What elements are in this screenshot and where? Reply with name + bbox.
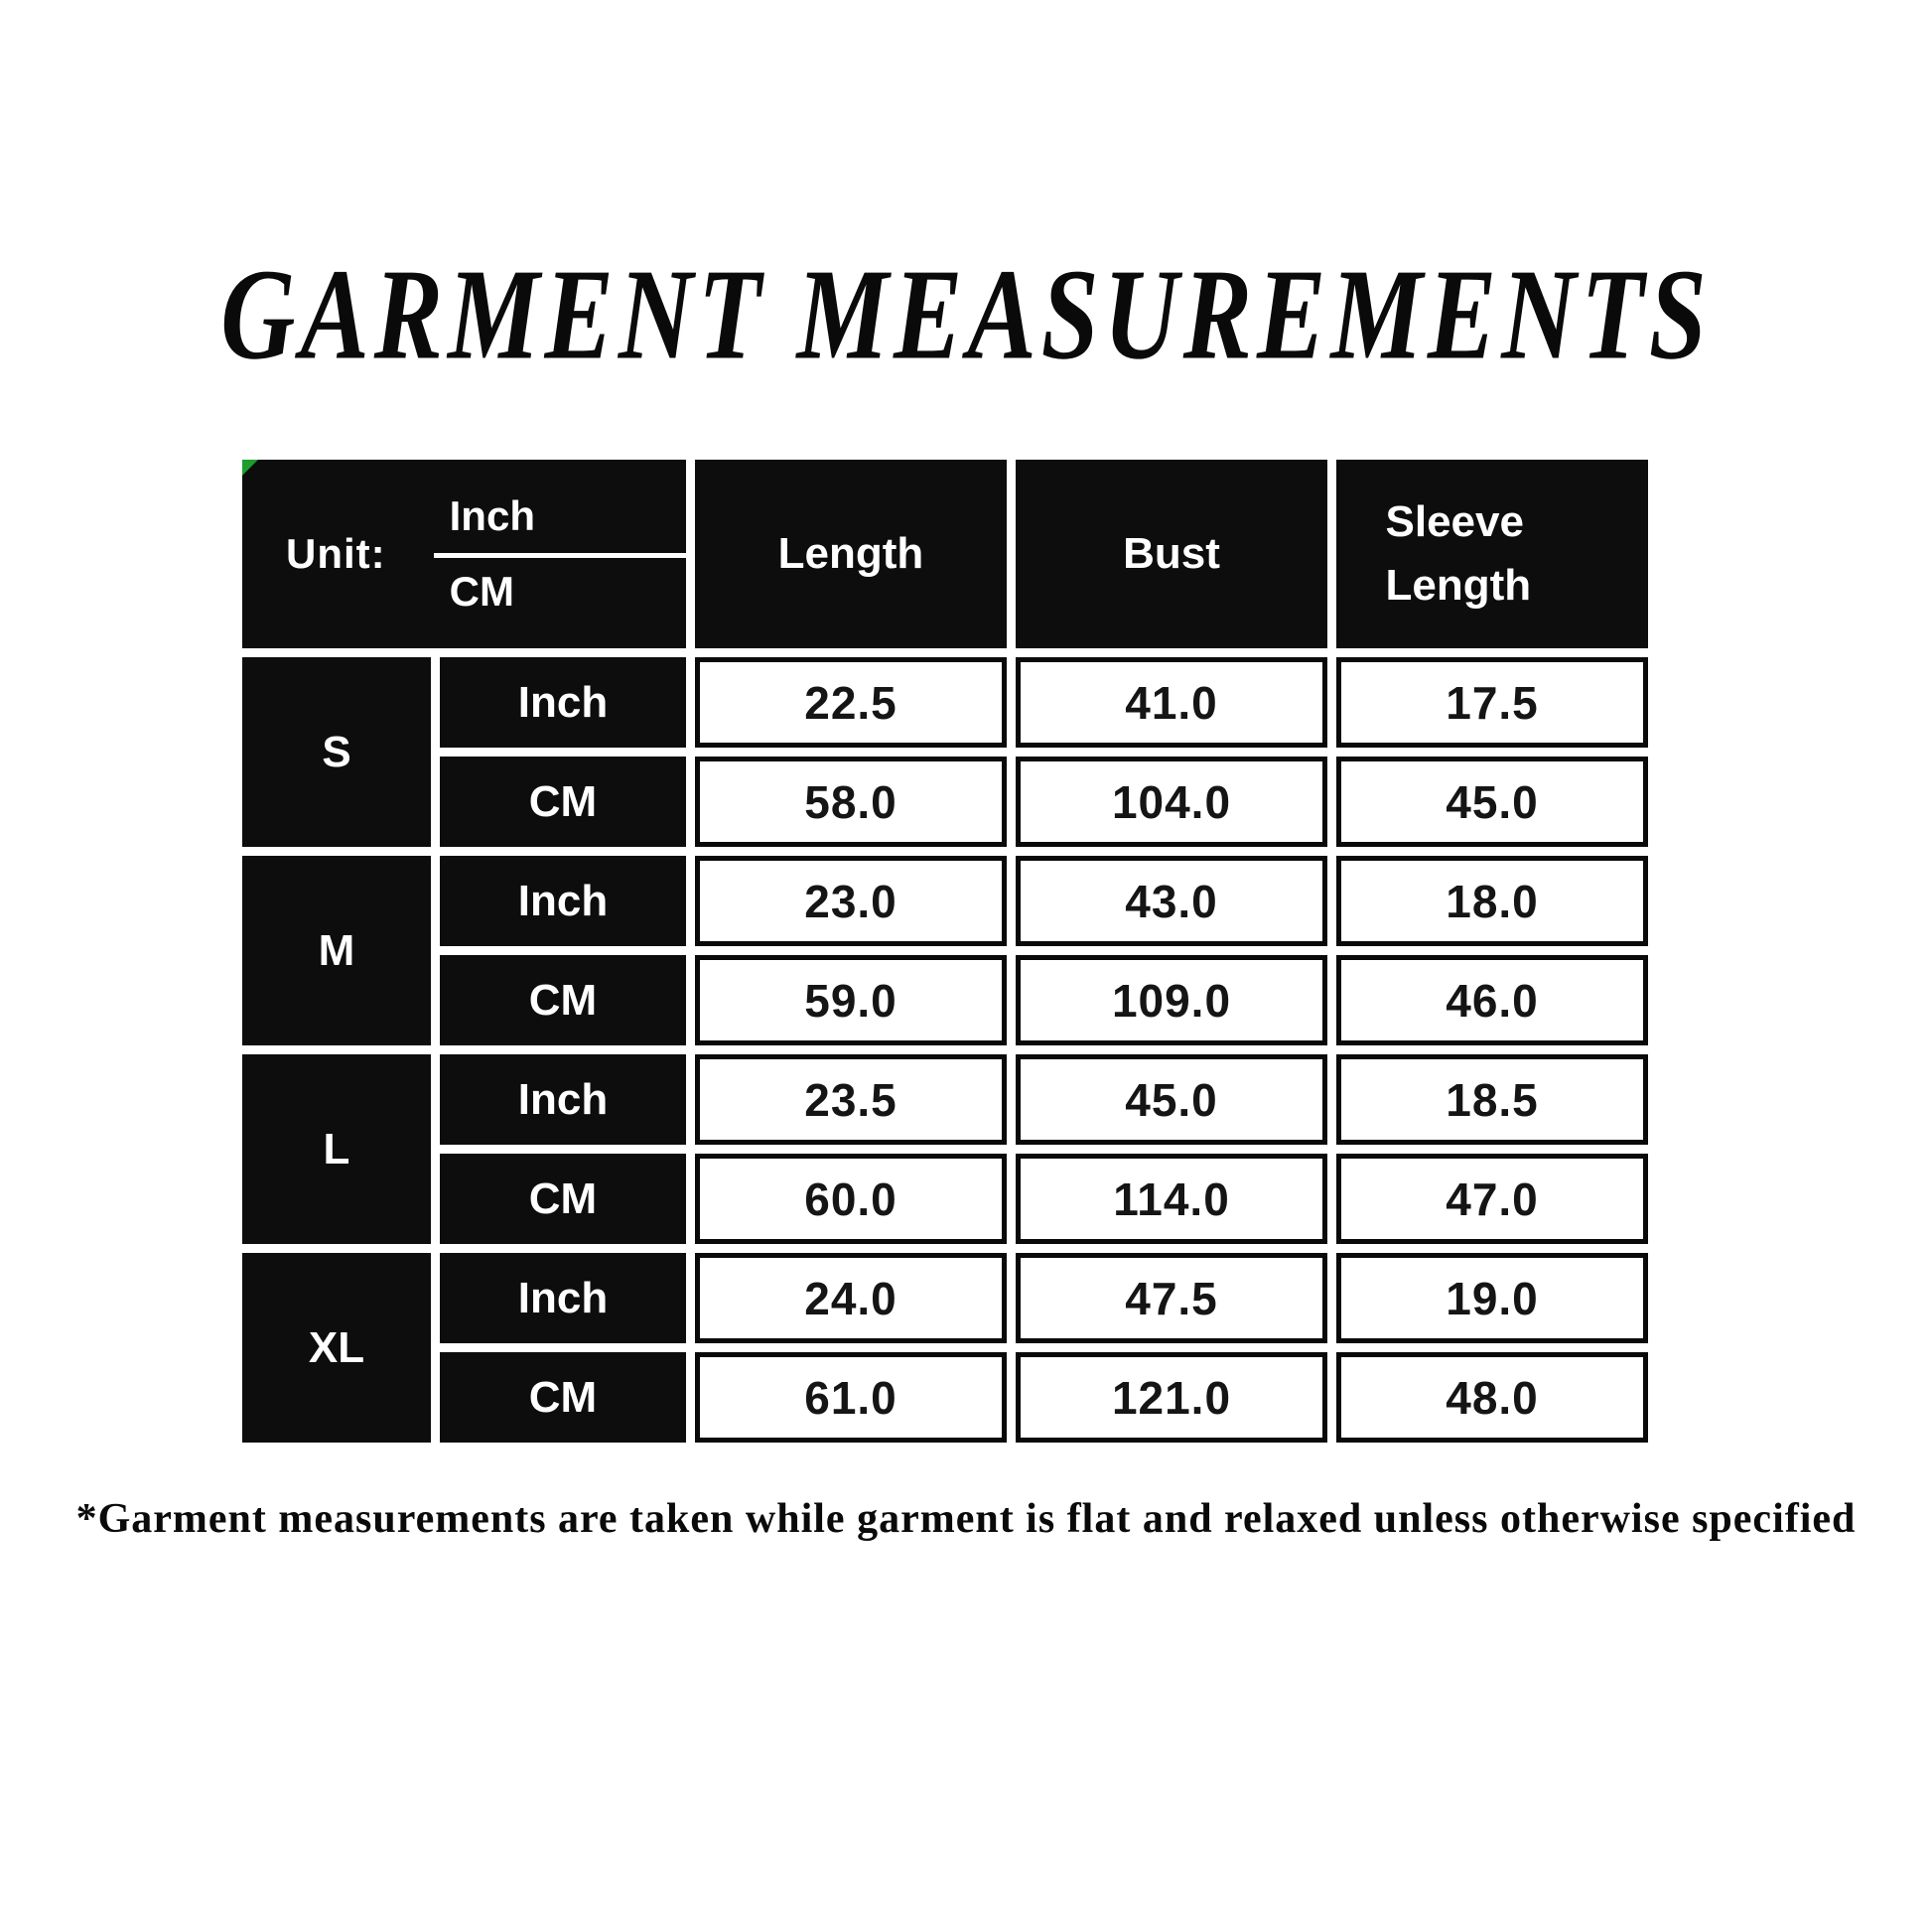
value-cell: 45.0 — [1336, 757, 1648, 847]
value-cell: 60.0 — [695, 1154, 1007, 1244]
value-cell: 18.0 — [1336, 856, 1648, 946]
value-cell: 43.0 — [1016, 856, 1327, 946]
value-cell: 109.0 — [1016, 955, 1327, 1045]
value-cell: 58.0 — [695, 757, 1007, 847]
unit-fraction: Inch CM — [433, 492, 686, 616]
value-cell: 23.0 — [695, 856, 1007, 946]
size-cell-l: L — [242, 1054, 431, 1244]
unit-cell: CM — [440, 1154, 686, 1244]
value-cell: 114.0 — [1016, 1154, 1327, 1244]
unit-inch-label: Inch — [433, 492, 686, 558]
value-cell: 46.0 — [1336, 955, 1648, 1045]
size-chart-table: Unit: Inch CM Length Bust Sleeve Length … — [242, 460, 1648, 1443]
column-header-sleeve-length: Sleeve Length — [1336, 460, 1648, 648]
value-cell: 19.0 — [1336, 1253, 1648, 1343]
size-cell-xl: XL — [242, 1253, 431, 1443]
unit-cell: Inch — [440, 856, 686, 946]
unit-cell: CM — [440, 1352, 686, 1443]
value-cell: 22.5 — [695, 657, 1007, 748]
unit-cm-label: CM — [449, 567, 514, 615]
value-cell: 41.0 — [1016, 657, 1327, 748]
value-cell: 18.5 — [1336, 1054, 1648, 1145]
value-cell: 59.0 — [695, 955, 1007, 1045]
size-cell-s: S — [242, 657, 431, 847]
value-cell: 47.5 — [1016, 1253, 1327, 1343]
unit-cell: Inch — [440, 1054, 686, 1145]
unit-cell: CM — [440, 757, 686, 847]
column-header-bust: Bust — [1016, 460, 1327, 648]
unit-label: Unit: — [286, 530, 386, 577]
value-cell: 104.0 — [1016, 757, 1327, 847]
unit-cell: CM — [440, 955, 686, 1045]
page-title: GARMENT MEASUREMENTS — [220, 242, 1712, 387]
value-cell: 24.0 — [695, 1253, 1007, 1343]
unit-cell: Inch — [440, 1253, 686, 1343]
unit-header-cell: Unit: Inch CM — [242, 460, 686, 648]
value-cell: 17.5 — [1336, 657, 1648, 748]
value-cell: 48.0 — [1336, 1352, 1648, 1443]
value-cell: 23.5 — [695, 1054, 1007, 1145]
value-cell: 45.0 — [1016, 1054, 1327, 1145]
value-cell: 121.0 — [1016, 1352, 1327, 1443]
value-cell: 61.0 — [695, 1352, 1007, 1443]
column-header-length: Length — [695, 460, 1007, 648]
size-cell-m: M — [242, 856, 431, 1045]
unit-cell: Inch — [440, 657, 686, 748]
green-corner-marker-icon — [242, 460, 258, 476]
measurement-disclaimer: *Garment measurements are taken while ga… — [75, 1496, 1857, 1542]
column-header-sleeve-length-label: Sleeve Length — [1385, 497, 1532, 610]
value-cell: 47.0 — [1336, 1154, 1648, 1244]
